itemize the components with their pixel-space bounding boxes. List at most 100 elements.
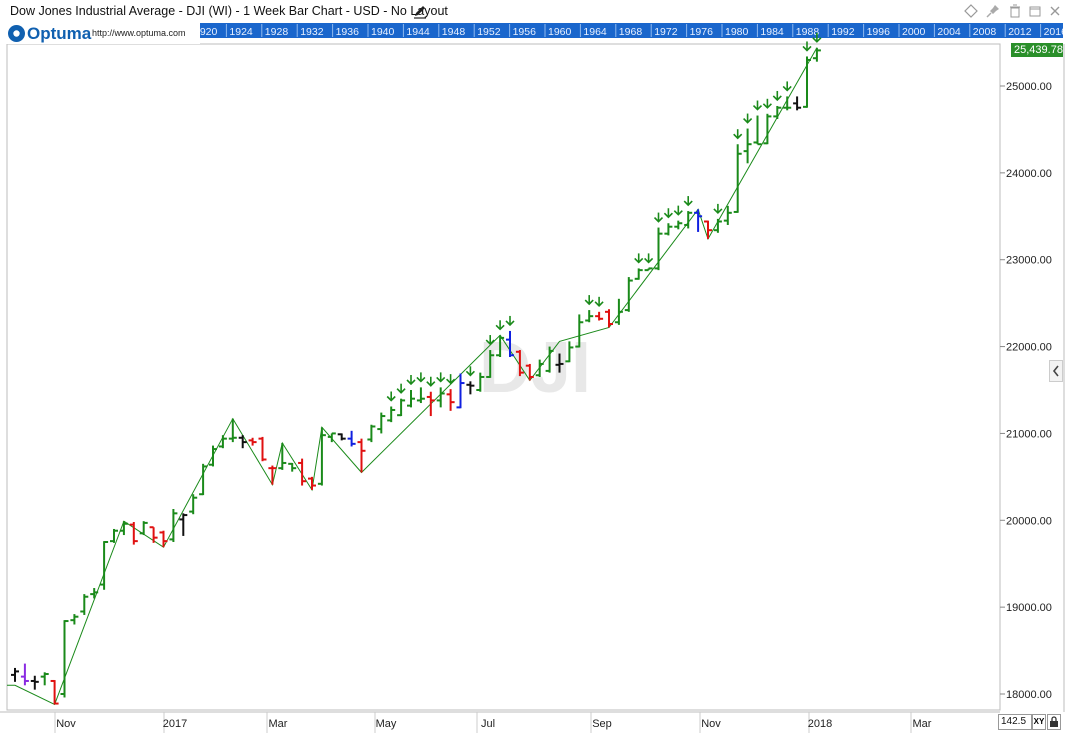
timeline-year-label: 1980 xyxy=(725,26,749,38)
price-bar xyxy=(426,391,435,417)
lock-button[interactable] xyxy=(1047,714,1061,730)
price-bar xyxy=(278,442,287,470)
down-arrow-icon xyxy=(802,41,812,52)
down-arrow-icon xyxy=(386,391,396,402)
timeline-year-label: 2000 xyxy=(902,26,926,38)
down-arrow-icon xyxy=(446,374,456,385)
close-icon[interactable] xyxy=(1047,3,1063,19)
timeline-year-label: 1948 xyxy=(442,26,466,38)
arrow-head xyxy=(743,117,753,124)
y-tick-label: 25000.00 xyxy=(1006,81,1052,93)
down-arrow-icon xyxy=(465,366,475,377)
arrow-head xyxy=(634,257,644,264)
price-bar xyxy=(30,675,39,690)
price-bar xyxy=(90,588,99,599)
arrow-head xyxy=(406,379,416,386)
timeline-bar[interactable]: 1920 1924 1928 1932 1936 1940 1944 1948 1952 1956… xyxy=(190,23,1068,38)
timeline-year-label: 2016 xyxy=(1044,26,1068,38)
arrow-head xyxy=(594,301,604,307)
timeline-strip xyxy=(200,23,1065,38)
timeline-year-label: 1976 xyxy=(690,26,714,38)
price-bar xyxy=(60,620,69,698)
price-bars xyxy=(11,47,821,705)
price-bar xyxy=(139,521,148,536)
timeline-year-label: 1968 xyxy=(619,26,643,38)
logo-url[interactable]: http://www.optuma.com xyxy=(92,28,186,38)
pin-icon[interactable] xyxy=(985,3,1001,19)
price-bar xyxy=(189,494,198,515)
price-bar xyxy=(565,341,574,363)
timeline-year-label: 2012 xyxy=(1008,26,1032,38)
price-bar xyxy=(545,346,554,373)
price-bar xyxy=(664,223,673,236)
timeline-year-label: 1924 xyxy=(229,26,253,38)
timeline-end xyxy=(1063,23,1068,38)
arrow-head xyxy=(584,299,594,306)
down-arrow-icon xyxy=(782,81,792,92)
price-bar xyxy=(11,667,19,682)
down-arrow-icon xyxy=(436,372,446,383)
price-bar xyxy=(407,390,415,408)
x-tick-label: Mar xyxy=(913,718,932,730)
price-bar xyxy=(209,445,217,467)
xy-toggle-button[interactable]: XY xyxy=(1032,714,1046,730)
timeline-year-label: 1992 xyxy=(831,26,855,38)
price-bar xyxy=(575,314,584,348)
trash-icon[interactable] xyxy=(1007,3,1023,19)
y-tick-label: 19000.00 xyxy=(1006,602,1052,614)
window-icon[interactable] xyxy=(1027,3,1043,19)
arrow-head xyxy=(673,210,683,216)
price-bar xyxy=(110,528,118,543)
x-tick-label: Mar xyxy=(269,718,288,730)
down-arrow-icon xyxy=(416,372,426,383)
price-bar xyxy=(248,437,257,446)
collapse-panel-button[interactable] xyxy=(1049,360,1063,382)
timeline-year-label: 1996 xyxy=(867,26,891,38)
price-bar xyxy=(773,105,782,120)
arrow-head xyxy=(426,381,436,387)
price-bar xyxy=(713,218,722,233)
price-bar xyxy=(70,614,79,625)
plot-border xyxy=(6,43,1001,711)
down-arrow-icon xyxy=(584,295,594,306)
price-bar xyxy=(446,389,455,411)
price-bar xyxy=(763,113,772,145)
down-arrow-icon xyxy=(772,90,782,102)
price-bar xyxy=(288,462,297,472)
arrow-head xyxy=(713,208,723,215)
arrow-head xyxy=(446,378,456,385)
chevron-left-icon xyxy=(1052,365,1059,377)
timeline-year-label: 1940 xyxy=(371,26,395,38)
price-bar xyxy=(258,436,267,462)
down-arrow-icon xyxy=(663,208,673,219)
price-bar xyxy=(20,663,29,686)
diamond-icon[interactable] xyxy=(963,3,979,19)
zoom-input[interactable]: 142.5 xyxy=(998,714,1032,730)
price-bar xyxy=(704,220,712,239)
title-bar: Dow Jones Industrial Average - DJI (WI) … xyxy=(0,0,1068,22)
y-tick-label: 18000.00 xyxy=(1006,689,1052,701)
price-bar xyxy=(119,521,128,536)
last-price-badge: 25,439.78 xyxy=(1011,43,1063,57)
price-bar xyxy=(149,526,158,543)
arrow-head xyxy=(812,37,822,43)
down-arrow-icon xyxy=(673,205,683,216)
down-arrow-icon xyxy=(713,203,723,215)
price-bar xyxy=(317,427,326,486)
swing-polyline xyxy=(7,47,818,706)
x-tick-label: Jul xyxy=(481,718,495,730)
price-bar xyxy=(674,220,683,230)
price-bar xyxy=(218,435,227,449)
y-tick-label: 24000.00 xyxy=(1006,168,1052,180)
price-bar xyxy=(397,398,406,417)
down-arrow-icon xyxy=(752,100,763,111)
price-bar xyxy=(466,381,475,395)
edit-pencil-icon[interactable] xyxy=(412,3,428,19)
timeline-year-label: 1960 xyxy=(548,26,572,38)
price-bar xyxy=(387,406,396,423)
price-bar xyxy=(555,353,564,373)
timeline-year-label: 1932 xyxy=(300,26,324,38)
price-bar xyxy=(614,298,623,325)
price-bar xyxy=(812,47,821,62)
